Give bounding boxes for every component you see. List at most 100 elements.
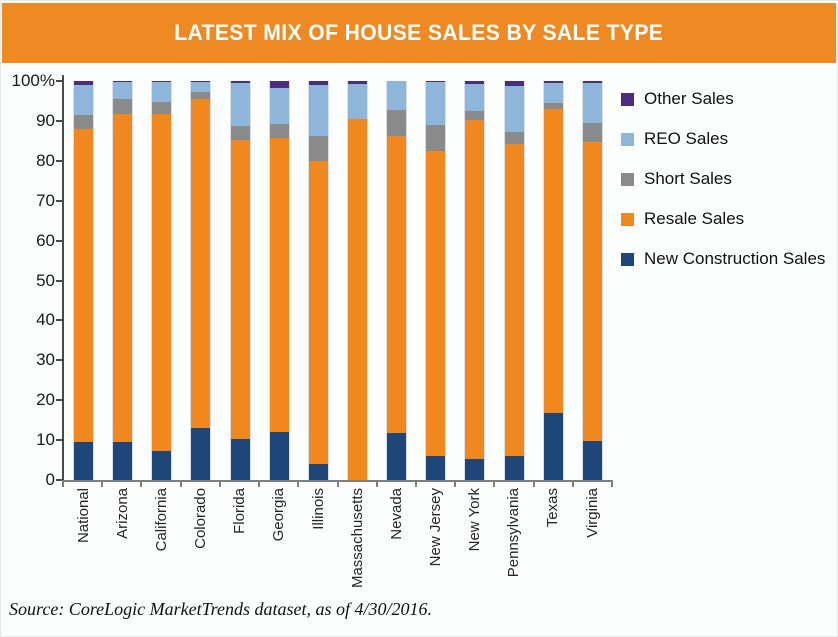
bar-segment-resale-sales — [191, 98, 211, 429]
bar-column-massachusetts — [338, 81, 377, 480]
x-tick-mark — [336, 482, 339, 487]
legend-label: New Construction Sales — [644, 249, 826, 268]
bar-column-new-york — [455, 81, 494, 480]
title-banner: LATEST MIX OF HOUSE SALES BY SALE TYPE — [2, 3, 836, 63]
bar-segment-other-sales — [152, 81, 172, 83]
y-tick-label: 10 — [36, 430, 55, 450]
y-tick-mark — [56, 80, 62, 82]
bar-segment-other-sales — [465, 81, 485, 85]
stacked-bar — [347, 81, 369, 480]
x-label-cell: Massachusetts — [338, 488, 377, 608]
bar-segment-short-sales — [308, 135, 328, 161]
bar-column-florida — [221, 81, 260, 480]
bar-segment-short-sales — [74, 114, 94, 129]
bar-segment-other-sales — [308, 81, 328, 86]
bar-segment-reo-sales — [543, 83, 563, 103]
bar-segment-reo-sales — [308, 85, 328, 136]
x-label-cell: Florida — [221, 488, 260, 608]
bar-segment-new-construction-sales — [269, 431, 289, 480]
bar-segment-resale-sales — [230, 140, 250, 439]
bar-segment-new-construction-sales — [230, 438, 250, 480]
bar-segment-other-sales — [582, 81, 602, 84]
bar-segment-reo-sales — [113, 82, 133, 99]
x-tick-mark — [258, 482, 261, 487]
bar-segment-new-construction-sales — [152, 450, 172, 480]
x-label-cell: Nevada — [377, 488, 416, 608]
x-label-cell: Illinois — [299, 488, 338, 608]
stacked-bar — [425, 81, 447, 480]
bar-segment-reo-sales — [387, 81, 407, 111]
bar-segment-reo-sales — [230, 83, 250, 127]
bar-column-new-jersey — [416, 81, 455, 480]
legend-item-other-sales: Other Sales — [621, 89, 825, 109]
bar-segment-other-sales — [504, 81, 524, 87]
x-axis-label: Pennsylvania — [505, 488, 523, 578]
y-tick-label: 80 — [36, 150, 55, 170]
bar-segment-short-sales — [582, 123, 602, 142]
legend-label: Resale Sales — [644, 209, 745, 228]
bar-segment-other-sales — [426, 81, 446, 83]
bar-segment-new-construction-sales — [426, 455, 446, 480]
x-axis-label: Arizona — [113, 488, 131, 539]
x-axis-label: New York — [466, 488, 484, 552]
x-axis-line — [62, 480, 613, 482]
bar-segment-other-sales — [74, 81, 94, 86]
x-label-cell: Pennsylvania — [495, 488, 534, 608]
legend-label: Short Sales — [644, 169, 732, 188]
y-axis-line — [62, 75, 64, 482]
bar-segment-other-sales — [543, 81, 563, 84]
y-tick-mark — [56, 319, 62, 322]
bar-segment-resale-sales — [465, 120, 485, 460]
bar-segment-resale-sales — [152, 114, 172, 451]
bar-segment-new-construction-sales — [465, 459, 485, 480]
y-tick-mark — [56, 479, 62, 481]
bar-segment-new-construction-sales — [387, 432, 407, 480]
bar-segment-new-construction-sales — [191, 428, 211, 480]
bar-segment-new-construction-sales — [504, 455, 524, 480]
legend-item-reo-sales: REO Sales — [621, 129, 825, 149]
x-label-cell: Arizona — [103, 488, 142, 608]
stacked-bar — [542, 81, 564, 480]
legend-label: REO Sales — [644, 129, 729, 148]
x-tick-mark — [611, 482, 613, 487]
x-label-cell: Colorado — [181, 488, 220, 608]
x-tick-mark — [297, 482, 300, 487]
y-tick-mark — [56, 199, 62, 202]
y-tick-mark — [56, 119, 62, 122]
bar-segment-other-sales — [230, 81, 250, 84]
x-tick-mark — [532, 482, 535, 487]
bar-segment-short-sales — [191, 92, 211, 99]
stacked-bar — [268, 81, 290, 480]
y-tick-mark — [56, 359, 62, 362]
plot-area — [64, 81, 612, 480]
x-tick-mark — [375, 482, 378, 487]
bar-column-nevada — [377, 81, 416, 480]
legend-item-new-construction-sales: New Construction Sales — [621, 249, 825, 269]
x-axis-label: Nevada — [387, 488, 405, 540]
legend-swatch — [621, 92, 634, 106]
stacked-bar — [581, 81, 603, 480]
bar-segment-reo-sales — [426, 82, 446, 125]
x-label-cell: California — [142, 488, 181, 608]
x-label-cell: National — [64, 488, 103, 608]
bar-segment-resale-sales — [504, 144, 524, 456]
bar-segment-reo-sales — [152, 82, 172, 103]
x-axis-labels: National Arizona California Colorado Florida… — [64, 488, 612, 608]
x-label-cell: New Jersey — [416, 488, 455, 608]
legend-item-short-sales: Short Sales — [621, 169, 825, 189]
legend-swatch — [621, 212, 634, 226]
bar-segment-new-construction-sales — [543, 412, 563, 480]
y-tick-label: 70 — [36, 190, 55, 210]
x-axis-label: Colorado — [192, 488, 210, 549]
x-tick-mark — [493, 482, 496, 487]
bar-column-pennsylvania — [495, 81, 534, 480]
bar-segment-reo-sales — [582, 83, 602, 124]
bar-segment-new-construction-sales — [308, 464, 328, 480]
x-axis-label: National — [74, 488, 92, 544]
bar-segment-resale-sales — [543, 109, 563, 413]
bar-segment-reo-sales — [74, 85, 94, 115]
y-tick-mark — [56, 279, 62, 282]
bar-column-georgia — [260, 81, 299, 480]
bar-segment-resale-sales — [308, 160, 328, 465]
bar-segment-short-sales — [230, 126, 250, 141]
